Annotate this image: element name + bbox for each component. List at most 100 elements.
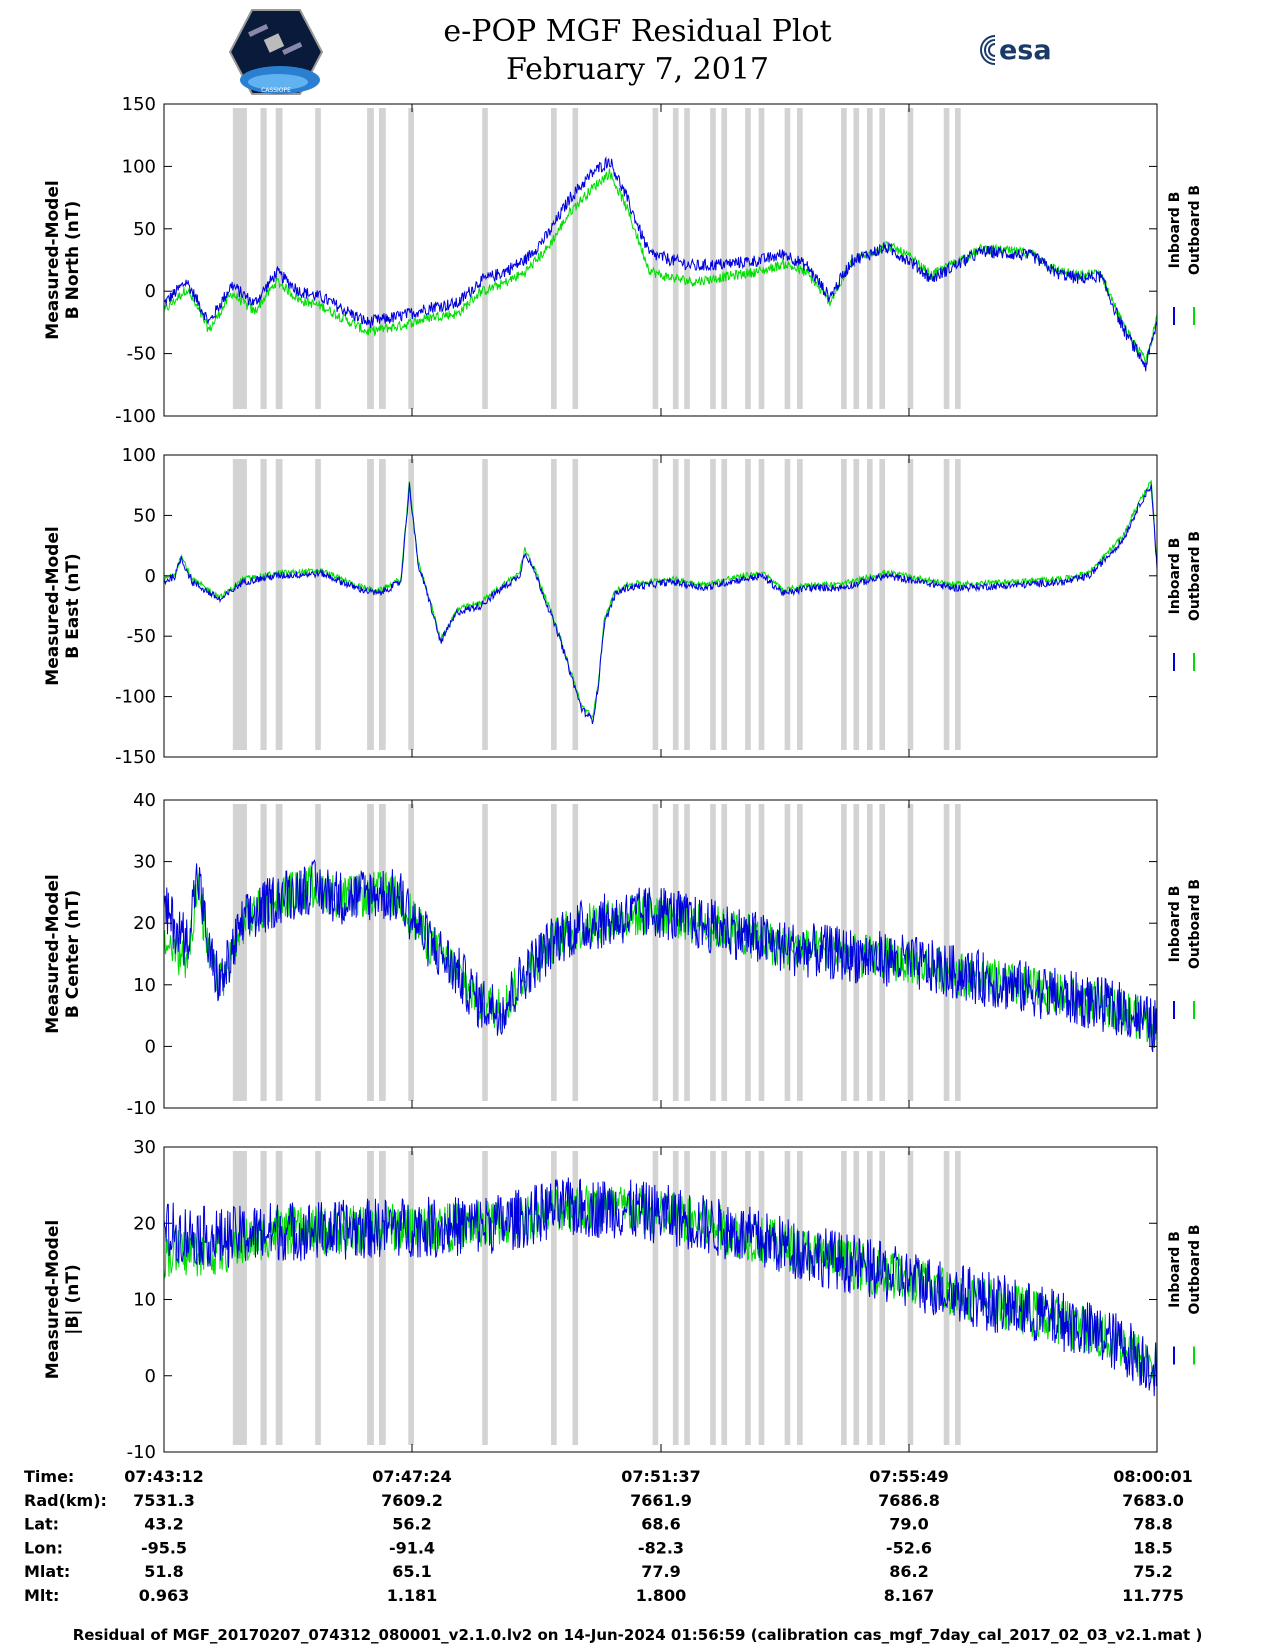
data-gap-bar	[408, 459, 414, 750]
data-gap-bar	[710, 804, 716, 1101]
data-gap-bar	[758, 1151, 765, 1445]
data-gap-bar	[408, 1151, 414, 1445]
data-gap-bar	[652, 459, 659, 750]
data-gap-bar	[684, 804, 690, 1101]
table-cell: 11.775	[1122, 1586, 1184, 1605]
panel-frame	[163, 454, 1158, 758]
y-tick-label: 50	[133, 505, 156, 526]
y-axis-label-line: Measured-Model	[43, 526, 63, 685]
table-cell: 1.181	[387, 1586, 438, 1605]
legend-outboard-label: Outboard B	[1187, 185, 1203, 275]
data-gap-bar	[367, 108, 374, 409]
table-cell: 08:00:01	[1113, 1467, 1193, 1486]
y-tick-label: 150	[122, 94, 156, 115]
y-tick-label: 0	[145, 1366, 156, 1387]
data-gap-bar	[745, 459, 751, 750]
data-gap-bar	[652, 804, 659, 1101]
outboard-series-line	[163, 168, 1158, 365]
data-gap-bar	[907, 1151, 914, 1445]
y-tick-label: -50	[127, 626, 156, 647]
y-tick-label: 0	[145, 281, 156, 302]
data-gap-bar	[482, 1151, 488, 1445]
y-axis-label: Measured-Model|B| (nT)	[43, 1220, 83, 1379]
data-gap-bar	[260, 459, 267, 750]
table-cell: 07:43:12	[124, 1467, 204, 1486]
y-axis-label-line: B Center (nT)	[63, 890, 83, 1018]
data-gap-bar	[315, 1151, 321, 1445]
data-gap-bar	[260, 804, 267, 1101]
data-gap-bar	[378, 804, 386, 1101]
data-gap-bar	[710, 459, 716, 750]
table-cell: 56.2	[392, 1515, 431, 1534]
data-gap-bar	[943, 108, 950, 409]
data-gap-bar	[572, 108, 579, 409]
table-cell: 77.9	[641, 1562, 680, 1581]
data-gap-bar	[879, 108, 886, 409]
data-gap-bar	[672, 804, 679, 1101]
data-gap-bar	[275, 108, 283, 409]
cassiope-logo-text: CASSIOPE	[261, 87, 291, 94]
data-gap-bar	[841, 108, 847, 409]
ephemeris-table: Time: 07:43:12 07:47:24 07:51:37 07:55:49 08:…	[24, 1467, 1193, 1605]
outboard-series-line	[163, 480, 1158, 719]
data-gap-bar	[551, 108, 557, 409]
data-gap-bar	[797, 459, 803, 750]
data-gap-bar	[955, 459, 961, 750]
data-gap-bar	[943, 459, 950, 750]
data-gap-bar	[572, 459, 579, 750]
data-gap-bar	[684, 459, 690, 750]
panel-3: -10 0 10 20 30 40 Measured-ModelB Center (nT) I…	[43, 790, 1203, 1119]
data-gap-bar	[684, 108, 690, 409]
data-gap-bar	[866, 1151, 873, 1445]
table-cell: 43.2	[144, 1515, 183, 1534]
data-gap-bar	[260, 108, 267, 409]
data-gap-bar	[853, 1151, 860, 1445]
data-gap-bar	[758, 459, 765, 750]
inboard-series-line	[163, 156, 1158, 372]
data-gap-bar	[378, 1151, 386, 1445]
table-cell: -91.4	[389, 1538, 435, 1557]
table-cell: -82.3	[638, 1538, 684, 1557]
y-tick-label: -10	[127, 1442, 156, 1463]
table-cell: 86.2	[889, 1562, 928, 1581]
y-tick-label: 20	[133, 913, 156, 934]
table-cell: 75.2	[1133, 1562, 1172, 1581]
y-tick-label: -10	[127, 1098, 156, 1119]
table-cell: 7661.9	[630, 1491, 692, 1510]
table-cell: 78.8	[1133, 1515, 1172, 1534]
data-gap-bar	[551, 459, 557, 750]
table-cell: 51.8	[144, 1562, 183, 1581]
data-gap-bar	[275, 1151, 283, 1445]
data-gap-bar	[745, 804, 751, 1101]
plot-subtitle: February 7, 2017	[505, 52, 769, 87]
y-axis-label-line: |B| (nT)	[63, 1264, 83, 1335]
table-cell: 8.167	[884, 1586, 935, 1605]
y-tick-label: 100	[122, 156, 156, 177]
table-cell: -95.5	[141, 1538, 187, 1557]
data-gap-bar	[879, 1151, 886, 1445]
y-tick-label: 30	[133, 852, 156, 873]
data-gap-bar	[721, 804, 728, 1101]
data-gap-bar	[378, 108, 386, 409]
data-gap-bar	[721, 459, 728, 750]
data-gap-bar	[408, 108, 414, 409]
data-gap-bar	[367, 1151, 374, 1445]
data-gap-bar	[797, 1151, 803, 1445]
panel-1: -100 -50 0 50 100 150 Measured-ModelB North (n…	[43, 94, 1203, 427]
data-gap-bar	[955, 804, 961, 1101]
legend-outboard-label: Outboard B	[1187, 1224, 1203, 1314]
data-gap-bar	[721, 108, 728, 409]
table-cell: 65.1	[392, 1562, 431, 1581]
table-row-label: Mlat:	[24, 1562, 70, 1581]
data-gap-bar	[275, 459, 283, 750]
inboard-series-line	[163, 859, 1158, 1053]
data-gap-bar	[797, 108, 803, 409]
inboard-series-line	[163, 1177, 1158, 1397]
data-gap-bar	[907, 459, 914, 750]
data-gap-bar	[721, 1151, 728, 1445]
data-gap-bar	[672, 459, 679, 750]
y-tick-label: 20	[133, 1213, 156, 1234]
table-cell: 0.963	[139, 1586, 190, 1605]
data-gap-bar	[784, 1151, 791, 1445]
y-tick-label: 40	[133, 790, 156, 811]
